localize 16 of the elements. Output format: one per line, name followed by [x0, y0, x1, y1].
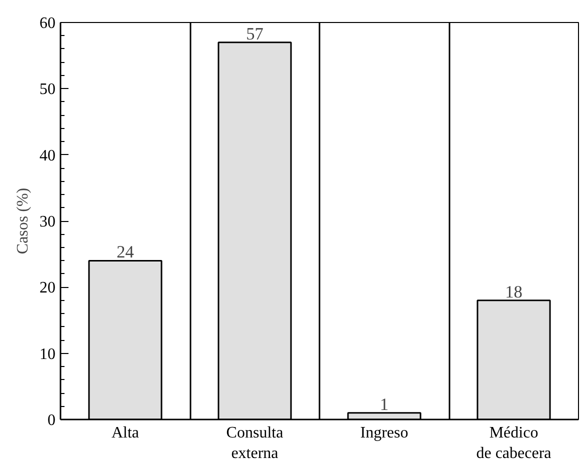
x-tick-label: Consulta externa: [226, 424, 284, 462]
y-tick-label: 50: [40, 81, 56, 98]
y-axis-title: Casos (%): [14, 188, 32, 254]
y-tick-label: 40: [40, 147, 56, 164]
x-tick-label: Ingreso: [360, 424, 408, 442]
y-tick-label: 0: [48, 412, 56, 429]
x-tick-label: Alta: [111, 424, 140, 442]
y-tick-label: 30: [40, 214, 56, 230]
y-tick-label: 60: [40, 15, 56, 32]
x-tick-label: Médico de cabecera: [476, 424, 552, 462]
data-label: 24: [116, 242, 134, 262]
y-tick-label: 10: [40, 346, 56, 363]
data-label: 1: [380, 394, 389, 414]
data-label: 57: [246, 24, 264, 44]
data-label: 18: [505, 282, 522, 302]
y-tick-label: 20: [40, 280, 56, 297]
